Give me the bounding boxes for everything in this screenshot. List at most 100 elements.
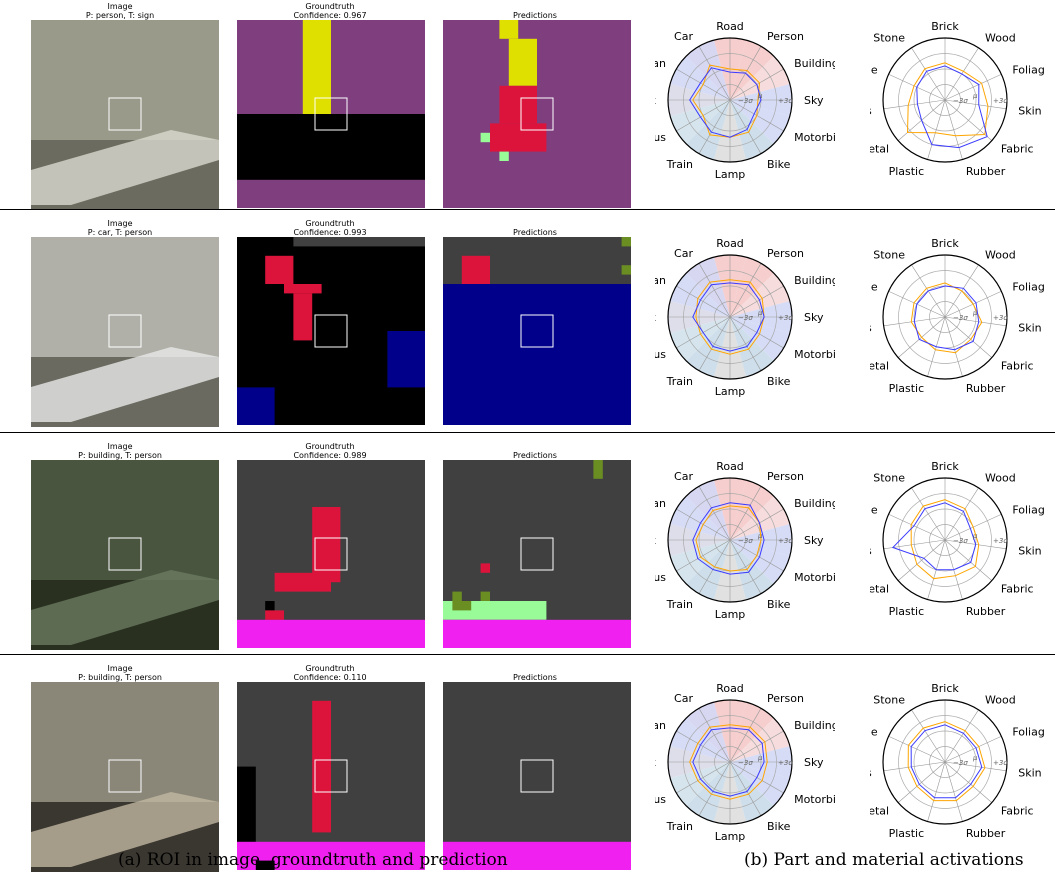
prediction-region: [480, 563, 490, 573]
radar-spoke: [676, 761, 731, 794]
blue-series-line: [910, 724, 983, 799]
material-label: Wood: [985, 32, 1016, 45]
radar-spoke: [676, 285, 731, 318]
part-label: Car: [674, 30, 693, 43]
predictions-title: Predictions: [513, 228, 557, 237]
roi-box: [108, 537, 142, 571]
photo-highlight: [31, 347, 219, 422]
radar-sector: [670, 100, 730, 144]
groundtruth-confidence: Confidence: 0.110: [293, 673, 367, 682]
groundtruth-region: [265, 255, 294, 284]
predictions-map: [443, 20, 631, 210]
part-label: Building: [794, 57, 835, 70]
material-label: Glass: [870, 105, 872, 118]
prediction-region: [443, 284, 631, 425]
sigma-plus-label: +3σ: [778, 97, 793, 105]
roi-box: [108, 759, 142, 793]
groundtruth-region: [387, 331, 425, 388]
material-label: Metal: [870, 142, 889, 155]
part-label: Road: [716, 682, 744, 695]
part-label: Person: [767, 30, 804, 43]
caption-b: (b) Part and material activations: [744, 850, 1024, 870]
radar-spoke: [698, 708, 731, 763]
groundtruth-map: [237, 237, 425, 427]
radar-sector: [730, 100, 774, 160]
image-subtitle: P: person, T: sign: [85, 11, 155, 20]
row-separator: [0, 209, 1055, 210]
radar-spoke: [883, 99, 946, 110]
radar-sector: [730, 762, 790, 806]
part-label: Motorbike: [794, 793, 835, 806]
image-title: Image: [107, 442, 133, 451]
part-label: Bike: [767, 375, 791, 388]
radar-spoke: [944, 316, 963, 377]
parts-radar-chart: −3σ μ +3σ Road Person Building Sky Motorbike Bik…: [655, 20, 835, 181]
material-label: Tile: [870, 503, 878, 516]
material-label: Brick: [931, 237, 959, 250]
blue-series-line: [689, 67, 762, 138]
material-label: Fabric: [1001, 804, 1034, 817]
radar-sector: [730, 100, 790, 144]
blue-series-line: [692, 727, 765, 797]
part-label: Building: [794, 497, 835, 510]
radar-spoke: [944, 99, 993, 141]
radar-spoke: [698, 263, 731, 318]
part-label: Person: [767, 470, 804, 483]
radar-sector: [730, 762, 774, 822]
sigma-minus-label: −3σ: [953, 759, 968, 767]
radar-outer-ring: [882, 254, 1008, 380]
radar-outer-ring: [667, 37, 793, 163]
radar-sector: [670, 317, 730, 361]
sigma-plus-label: +3σ: [778, 314, 793, 322]
part-label: Sky: [804, 94, 824, 107]
material-label: Rubber: [966, 165, 1006, 178]
radar-sector: [686, 762, 730, 822]
groundtruth-confidence: Confidence: 0.993: [293, 228, 367, 237]
radar-spoke: [729, 316, 762, 371]
prediction-region: [490, 123, 547, 152]
radar-sector: [730, 718, 790, 762]
materials-radar-chart: −3σ μ +3σ Brick Wood Foliage Skin Fabric Rubber P…: [870, 237, 1045, 395]
radar-spoke: [729, 285, 784, 318]
material-label: Fabric: [1001, 359, 1034, 372]
sigma-plus-label: +3σ: [993, 759, 1008, 767]
mu-label: μ: [757, 532, 763, 540]
prediction-region: [499, 151, 509, 161]
materials-radar-chart: −3σ μ +3σ Brick Wood Foliage Skin Fabric Rubber P…: [870, 20, 1045, 178]
part-label: Bus: [655, 571, 666, 584]
prediction-region: [443, 682, 631, 870]
row-separator: [0, 432, 1055, 433]
groundtruth-region: [265, 610, 284, 620]
groundtruth-region: [293, 293, 313, 341]
orange-series-line: [689, 724, 768, 800]
part-label: Van: [655, 57, 666, 70]
sigma-plus-label: +3σ: [993, 537, 1008, 545]
radar-spoke: [944, 99, 963, 160]
groundtruth-title: Groundtruth: [305, 2, 355, 11]
radar-spoke: [729, 708, 762, 763]
image-subtitle: P: building, T: person: [78, 451, 162, 460]
mu-label: μ: [757, 309, 763, 317]
material-label: Rubber: [966, 605, 1006, 618]
groundtruth-confidence: Confidence: 0.967: [293, 11, 367, 20]
material-label: Metal: [870, 582, 889, 595]
material-label: Wood: [985, 472, 1016, 485]
orange-series-line: [910, 499, 980, 580]
radar-sector: [730, 496, 790, 540]
material-label: Foliage: [1012, 63, 1045, 76]
radar-sector: [670, 540, 730, 584]
radar-sector: [730, 56, 790, 100]
part-label: Bus: [655, 131, 666, 144]
radar-outer-ring: [667, 254, 793, 380]
part-label: Building: [794, 719, 835, 732]
part-label: Truck: [655, 311, 657, 324]
roi-box: [314, 314, 348, 348]
radar-spoke: [944, 761, 963, 822]
groundtruth-title: Groundtruth: [305, 219, 355, 228]
part-label: Train: [666, 820, 693, 833]
mu-label: μ: [757, 754, 763, 762]
groundtruth-map: [237, 682, 425, 872]
part-label: Lamp: [715, 830, 746, 843]
groundtruth-region: [274, 572, 331, 592]
material-label: Stone: [873, 249, 905, 262]
